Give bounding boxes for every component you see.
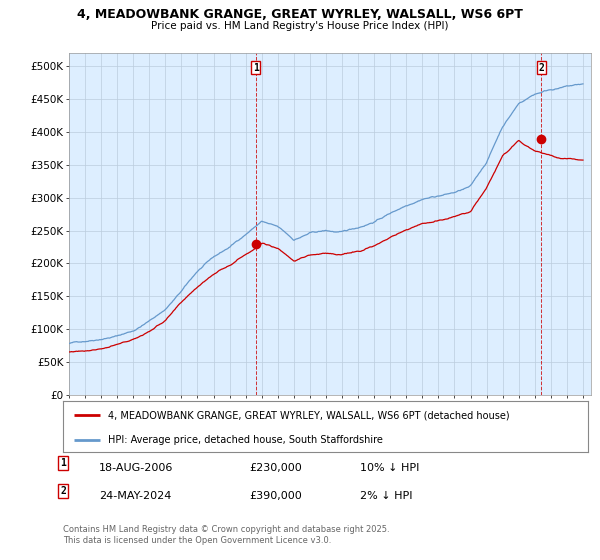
Text: 4, MEADOWBANK GRANGE, GREAT WYRLEY, WALSALL, WS6 6PT (detached house): 4, MEADOWBANK GRANGE, GREAT WYRLEY, WALS… <box>107 410 509 421</box>
Text: £230,000: £230,000 <box>249 463 302 473</box>
Text: 2: 2 <box>60 486 66 496</box>
Text: HPI: Average price, detached house, South Staffordshire: HPI: Average price, detached house, Sout… <box>107 435 383 445</box>
Text: 1: 1 <box>60 458 66 468</box>
Text: 2% ↓ HPI: 2% ↓ HPI <box>360 491 413 501</box>
Text: 10% ↓ HPI: 10% ↓ HPI <box>360 463 419 473</box>
Text: 24-MAY-2024: 24-MAY-2024 <box>99 491 172 501</box>
Text: Price paid vs. HM Land Registry's House Price Index (HPI): Price paid vs. HM Land Registry's House … <box>151 21 449 31</box>
Text: 4, MEADOWBANK GRANGE, GREAT WYRLEY, WALSALL, WS6 6PT: 4, MEADOWBANK GRANGE, GREAT WYRLEY, WALS… <box>77 8 523 21</box>
Text: 2: 2 <box>538 63 544 73</box>
Text: £390,000: £390,000 <box>249 491 302 501</box>
Text: Contains HM Land Registry data © Crown copyright and database right 2025.
This d: Contains HM Land Registry data © Crown c… <box>63 525 389 545</box>
Text: 1: 1 <box>253 63 259 73</box>
Text: 18-AUG-2006: 18-AUG-2006 <box>99 463 173 473</box>
